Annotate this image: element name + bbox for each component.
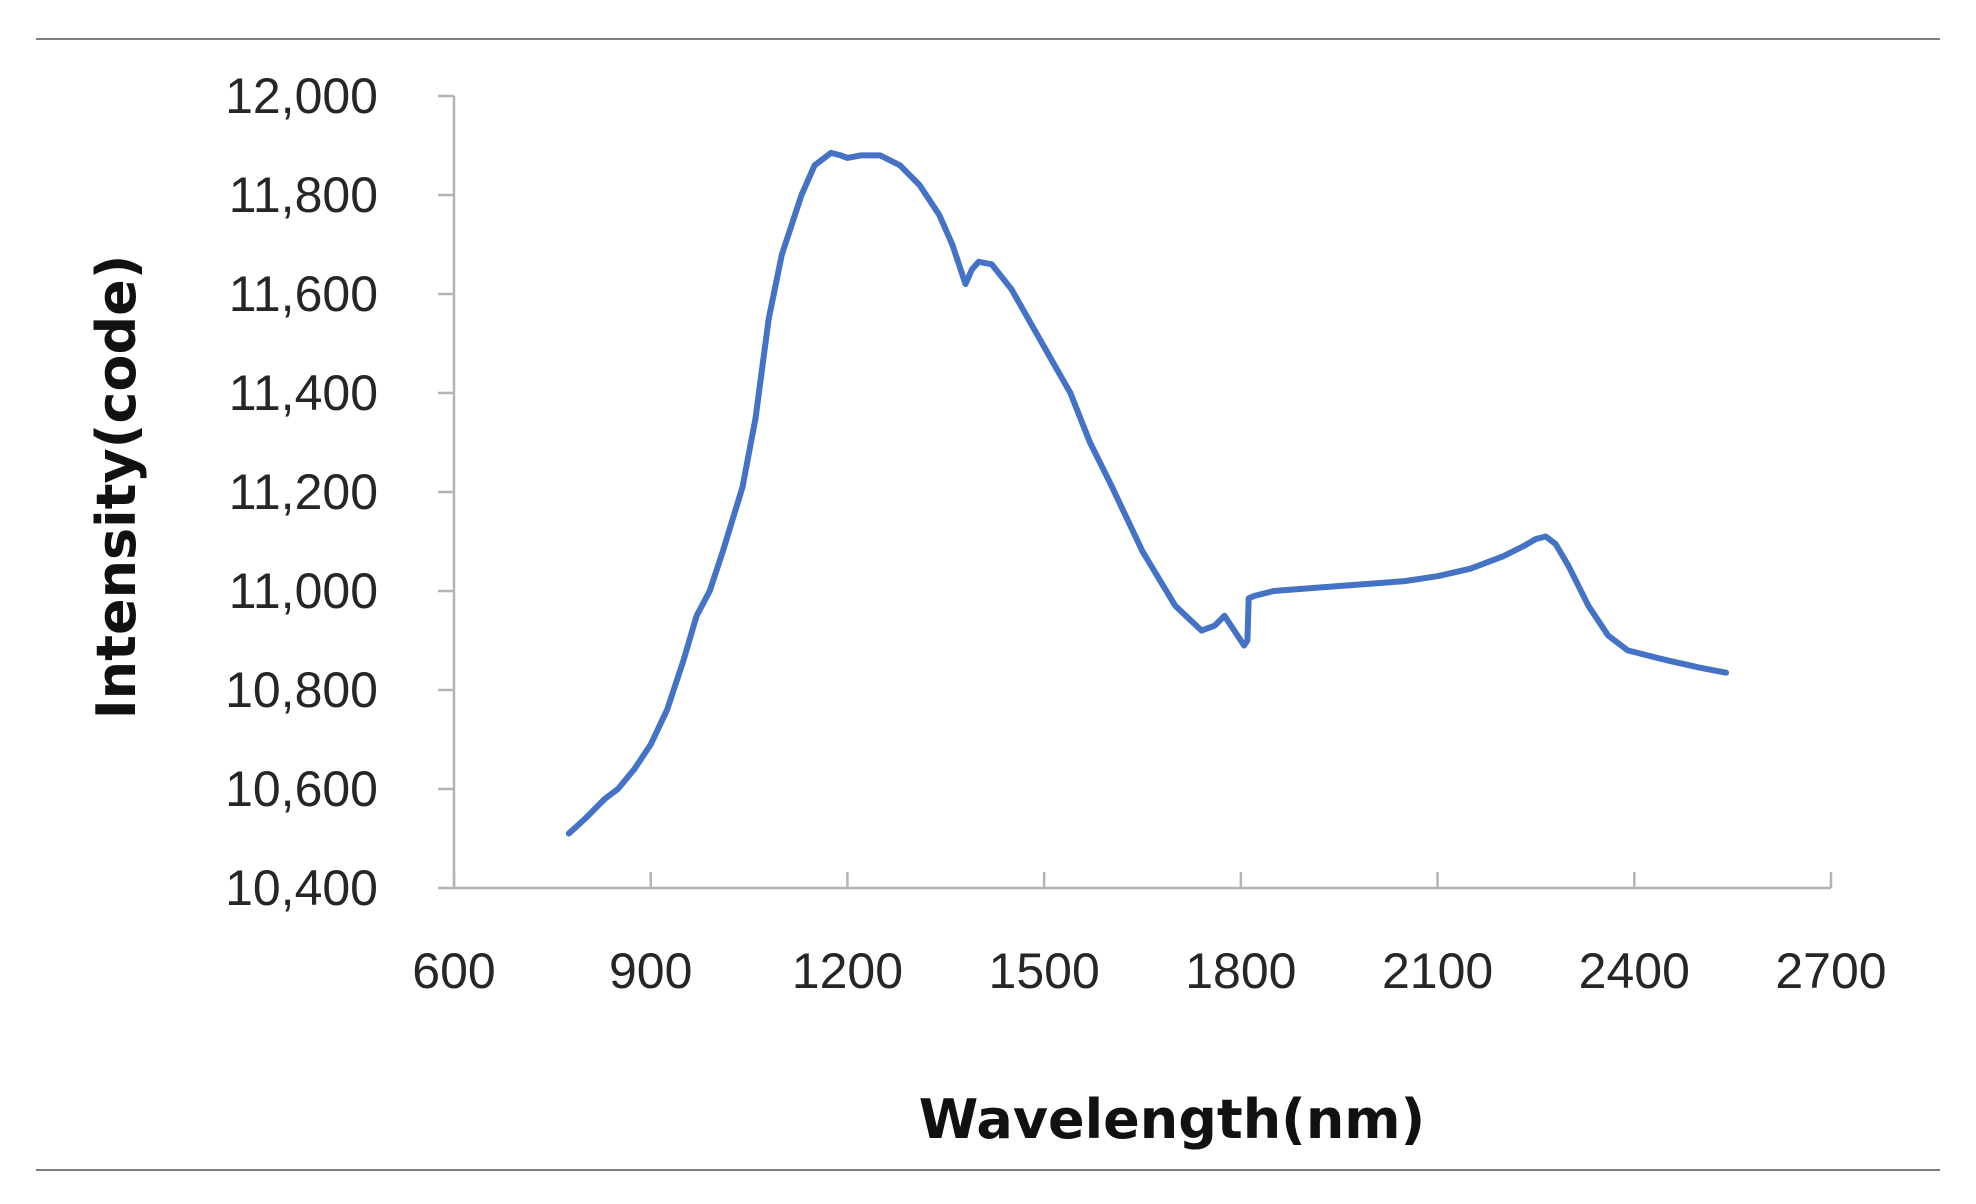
y-tick-label: 10,600 [225,761,378,817]
x-tick-label: 900 [609,943,692,999]
x-tick-label: 2400 [1579,943,1690,999]
y-tick-label: 12,000 [225,68,378,124]
x-tick-label: 1200 [792,943,903,999]
series-line-intensity [565,149,1730,837]
x-tick-label: 2100 [1382,943,1493,999]
y-tick-label: 10,800 [225,662,378,718]
plot-area [565,149,1730,837]
x-tick-label: 2700 [1775,943,1886,999]
y-tick-label: 10,400 [225,860,378,916]
x-tick-label: 1800 [1185,943,1296,999]
axes: 10,400 10,600 10,800 11,000 11,200 11,400 11,6… [225,68,1887,999]
y-axis-title: Intensity(code) [85,255,148,720]
x-tick-label: 1500 [989,943,1100,999]
x-axis-title: Wavelength(nm) [919,1088,1425,1151]
y-tick-label: 11,200 [229,464,378,520]
y-tick-label: 11,000 [229,563,378,619]
y-tick-label: 11,400 [229,365,378,421]
x-tick-label: 600 [412,943,495,999]
y-tick-label: 11,800 [229,167,378,223]
y-tick-label: 11,600 [229,266,378,322]
